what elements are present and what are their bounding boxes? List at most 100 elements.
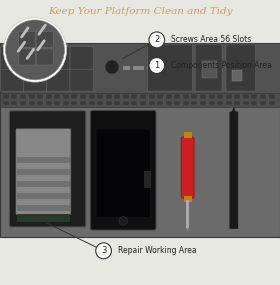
Text: Keep Your Platform Clean and Tidy: Keep Your Platform Clean and Tidy bbox=[48, 7, 232, 16]
FancyBboxPatch shape bbox=[70, 69, 93, 91]
Polygon shape bbox=[186, 228, 189, 231]
Bar bbox=[234, 101, 240, 105]
Bar bbox=[149, 101, 155, 105]
Bar bbox=[202, 61, 217, 78]
Bar bbox=[147, 66, 151, 70]
Bar bbox=[217, 101, 223, 105]
Bar bbox=[88, 101, 95, 105]
FancyBboxPatch shape bbox=[195, 44, 222, 91]
Text: 1: 1 bbox=[154, 61, 159, 70]
Bar bbox=[174, 101, 180, 105]
Bar bbox=[184, 132, 192, 138]
Bar bbox=[140, 94, 146, 99]
Bar bbox=[149, 94, 155, 99]
Bar bbox=[114, 101, 120, 105]
Bar bbox=[46, 101, 52, 105]
Bar bbox=[183, 101, 189, 105]
Bar bbox=[54, 101, 60, 105]
Text: 2: 2 bbox=[154, 35, 159, 44]
Bar bbox=[80, 94, 86, 99]
Bar bbox=[269, 101, 275, 105]
Circle shape bbox=[96, 243, 111, 259]
Bar bbox=[20, 101, 26, 105]
Bar bbox=[29, 101, 34, 105]
Circle shape bbox=[119, 217, 127, 225]
Bar bbox=[133, 66, 144, 70]
Bar bbox=[20, 94, 26, 99]
Bar bbox=[140, 101, 146, 105]
Text: Components Position Area: Components Position Area bbox=[171, 61, 272, 70]
Bar bbox=[97, 101, 103, 105]
Bar bbox=[226, 101, 232, 105]
FancyBboxPatch shape bbox=[47, 69, 70, 91]
Bar bbox=[209, 94, 214, 99]
Bar bbox=[0, 43, 280, 237]
FancyBboxPatch shape bbox=[19, 49, 36, 65]
Bar bbox=[200, 94, 206, 99]
Bar bbox=[37, 101, 43, 105]
Bar bbox=[123, 101, 129, 105]
Text: Screws Area 56 Slots: Screws Area 56 Slots bbox=[171, 35, 251, 44]
Bar bbox=[0, 93, 280, 107]
Circle shape bbox=[149, 58, 165, 74]
Bar bbox=[174, 94, 180, 99]
Bar bbox=[63, 94, 69, 99]
FancyBboxPatch shape bbox=[16, 129, 71, 215]
FancyBboxPatch shape bbox=[96, 129, 150, 217]
Bar bbox=[17, 169, 70, 175]
Bar bbox=[217, 94, 223, 99]
Bar bbox=[123, 66, 130, 70]
Bar bbox=[63, 101, 69, 105]
Bar bbox=[29, 94, 34, 99]
Bar bbox=[3, 94, 9, 99]
Bar bbox=[71, 94, 77, 99]
Bar bbox=[37, 94, 43, 99]
Bar bbox=[260, 94, 266, 99]
Bar bbox=[183, 94, 189, 99]
Bar bbox=[251, 94, 258, 99]
Bar bbox=[17, 214, 70, 222]
Circle shape bbox=[105, 60, 119, 74]
FancyBboxPatch shape bbox=[10, 111, 86, 227]
Bar bbox=[131, 101, 137, 105]
FancyBboxPatch shape bbox=[36, 31, 53, 47]
Bar bbox=[234, 94, 240, 99]
Bar bbox=[3, 101, 9, 105]
Bar bbox=[184, 196, 192, 202]
Bar bbox=[97, 94, 103, 99]
Bar bbox=[209, 101, 214, 105]
Bar bbox=[157, 101, 163, 105]
Bar bbox=[0, 43, 280, 93]
Text: 3: 3 bbox=[101, 246, 106, 255]
Bar bbox=[251, 101, 258, 105]
Bar bbox=[192, 101, 197, 105]
Bar bbox=[260, 101, 266, 105]
Bar bbox=[269, 94, 275, 99]
Bar bbox=[11, 101, 17, 105]
FancyBboxPatch shape bbox=[36, 49, 53, 65]
FancyBboxPatch shape bbox=[24, 69, 47, 91]
Bar bbox=[17, 181, 70, 187]
Bar bbox=[46, 94, 52, 99]
Bar bbox=[106, 94, 112, 99]
Bar bbox=[226, 94, 232, 99]
FancyBboxPatch shape bbox=[230, 112, 238, 229]
Bar bbox=[114, 94, 120, 99]
Bar bbox=[192, 94, 197, 99]
FancyBboxPatch shape bbox=[70, 46, 93, 69]
Circle shape bbox=[149, 32, 165, 48]
Bar bbox=[166, 101, 172, 105]
FancyBboxPatch shape bbox=[0, 69, 24, 91]
FancyBboxPatch shape bbox=[148, 44, 193, 91]
Bar bbox=[200, 101, 206, 105]
FancyBboxPatch shape bbox=[47, 46, 70, 69]
FancyBboxPatch shape bbox=[226, 44, 256, 91]
Bar bbox=[186, 200, 189, 228]
Text: Repair Working Area: Repair Working Area bbox=[118, 246, 196, 255]
Bar bbox=[17, 193, 70, 199]
FancyBboxPatch shape bbox=[90, 111, 156, 230]
Bar bbox=[131, 94, 137, 99]
FancyBboxPatch shape bbox=[19, 31, 36, 47]
Bar bbox=[243, 101, 249, 105]
Bar bbox=[11, 94, 17, 99]
